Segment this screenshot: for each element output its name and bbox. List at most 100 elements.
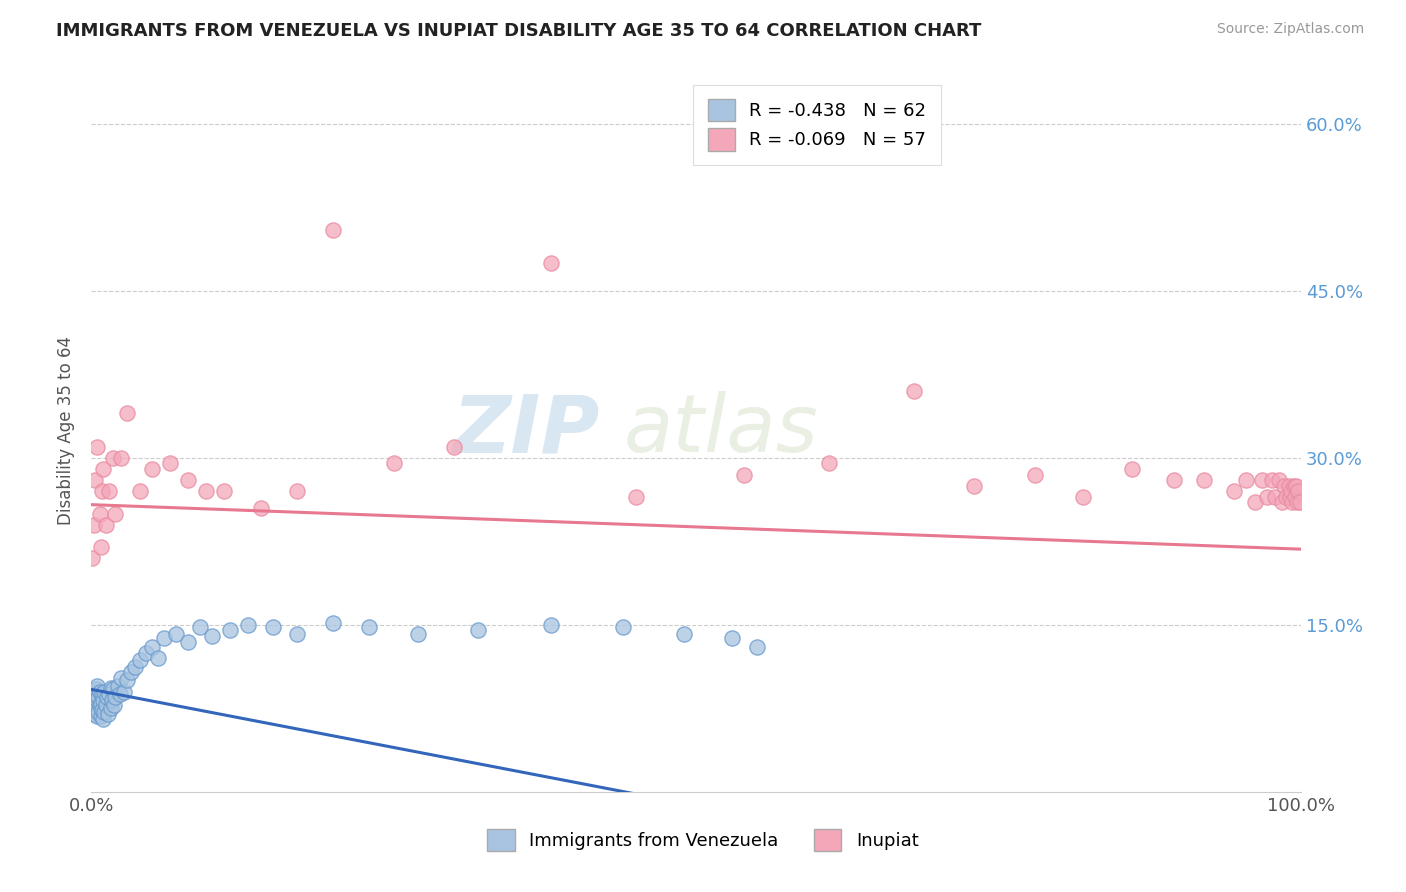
Point — [540, 256, 562, 270]
Point — [86, 693, 108, 707]
Point — [89, 698, 111, 712]
Point — [103, 698, 125, 712]
Point — [108, 687, 131, 701]
Point — [238, 617, 260, 632]
Point — [1288, 484, 1310, 499]
Point — [98, 687, 121, 701]
Text: ZIP: ZIP — [451, 391, 599, 469]
Point — [1282, 479, 1305, 493]
Point — [745, 640, 768, 654]
Point — [82, 701, 104, 715]
Point — [249, 500, 271, 515]
Point — [128, 653, 150, 667]
Point — [87, 690, 110, 705]
Point — [110, 450, 132, 465]
Point — [86, 679, 108, 693]
Point — [818, 457, 841, 471]
Point — [285, 484, 308, 499]
Point — [672, 626, 695, 640]
Point — [141, 462, 163, 476]
Point — [90, 540, 112, 554]
Point — [117, 406, 139, 420]
Point — [96, 690, 118, 705]
Point — [128, 484, 150, 499]
Point — [1264, 490, 1286, 504]
Point — [112, 684, 135, 698]
Point — [624, 490, 647, 504]
Legend: R = -0.438   N = 62, R = -0.069   N = 57: R = -0.438 N = 62, R = -0.069 N = 57 — [693, 85, 941, 165]
Point — [406, 626, 429, 640]
Point — [322, 223, 344, 237]
Point — [219, 624, 242, 638]
Point — [612, 620, 634, 634]
Point — [903, 384, 925, 399]
Legend: Immigrants from Venezuela, Inupiat: Immigrants from Venezuela, Inupiat — [472, 814, 934, 865]
Point — [177, 634, 200, 648]
Point — [1251, 473, 1274, 487]
Point — [87, 705, 110, 719]
Point — [443, 440, 465, 454]
Point — [91, 693, 114, 707]
Point — [159, 457, 181, 471]
Point — [165, 626, 187, 640]
Point — [90, 709, 112, 723]
Point — [1236, 473, 1258, 487]
Point — [101, 450, 124, 465]
Point — [1244, 495, 1267, 509]
Point — [1281, 495, 1303, 509]
Point — [467, 624, 489, 638]
Point — [1279, 490, 1302, 504]
Point — [963, 479, 986, 493]
Point — [100, 693, 122, 707]
Text: atlas: atlas — [623, 391, 818, 469]
Point — [84, 682, 107, 697]
Point — [83, 473, 105, 487]
Point — [1192, 473, 1215, 487]
Point — [100, 701, 122, 715]
Point — [104, 507, 127, 521]
Point — [212, 484, 235, 499]
Point — [91, 484, 114, 499]
Text: IMMIGRANTS FROM VENEZUELA VS INUPIAT DISABILITY AGE 35 TO 64 CORRELATION CHART: IMMIGRANTS FROM VENEZUELA VS INUPIAT DIS… — [56, 22, 981, 40]
Point — [201, 629, 224, 643]
Point — [100, 681, 122, 696]
Point — [382, 457, 405, 471]
Point — [1270, 495, 1292, 509]
Point — [98, 484, 121, 499]
Point — [120, 665, 142, 679]
Point — [721, 631, 744, 645]
Point — [86, 440, 108, 454]
Point — [195, 484, 218, 499]
Point — [733, 467, 755, 482]
Point — [83, 687, 105, 701]
Point — [188, 620, 211, 634]
Point — [83, 517, 105, 532]
Point — [94, 698, 117, 712]
Point — [110, 671, 132, 685]
Point — [82, 551, 104, 566]
Point — [91, 704, 114, 718]
Point — [146, 651, 169, 665]
Point — [262, 620, 284, 634]
Point — [152, 631, 174, 645]
Point — [1121, 462, 1143, 476]
Point — [91, 462, 114, 476]
Y-axis label: Disability Age 35 to 64: Disability Age 35 to 64 — [58, 335, 75, 524]
Point — [1272, 479, 1295, 493]
Point — [1261, 473, 1284, 487]
Point — [1279, 484, 1302, 499]
Point — [141, 640, 163, 654]
Point — [135, 646, 157, 660]
Point — [89, 684, 111, 698]
Point — [322, 615, 344, 630]
Point — [84, 701, 107, 715]
Point — [540, 617, 562, 632]
Point — [1024, 467, 1046, 482]
Point — [83, 696, 105, 710]
Point — [83, 684, 105, 698]
Text: Source: ZipAtlas.com: Source: ZipAtlas.com — [1216, 22, 1364, 37]
Point — [107, 679, 129, 693]
Point — [1278, 479, 1301, 493]
Point — [94, 517, 117, 532]
Point — [359, 620, 381, 634]
